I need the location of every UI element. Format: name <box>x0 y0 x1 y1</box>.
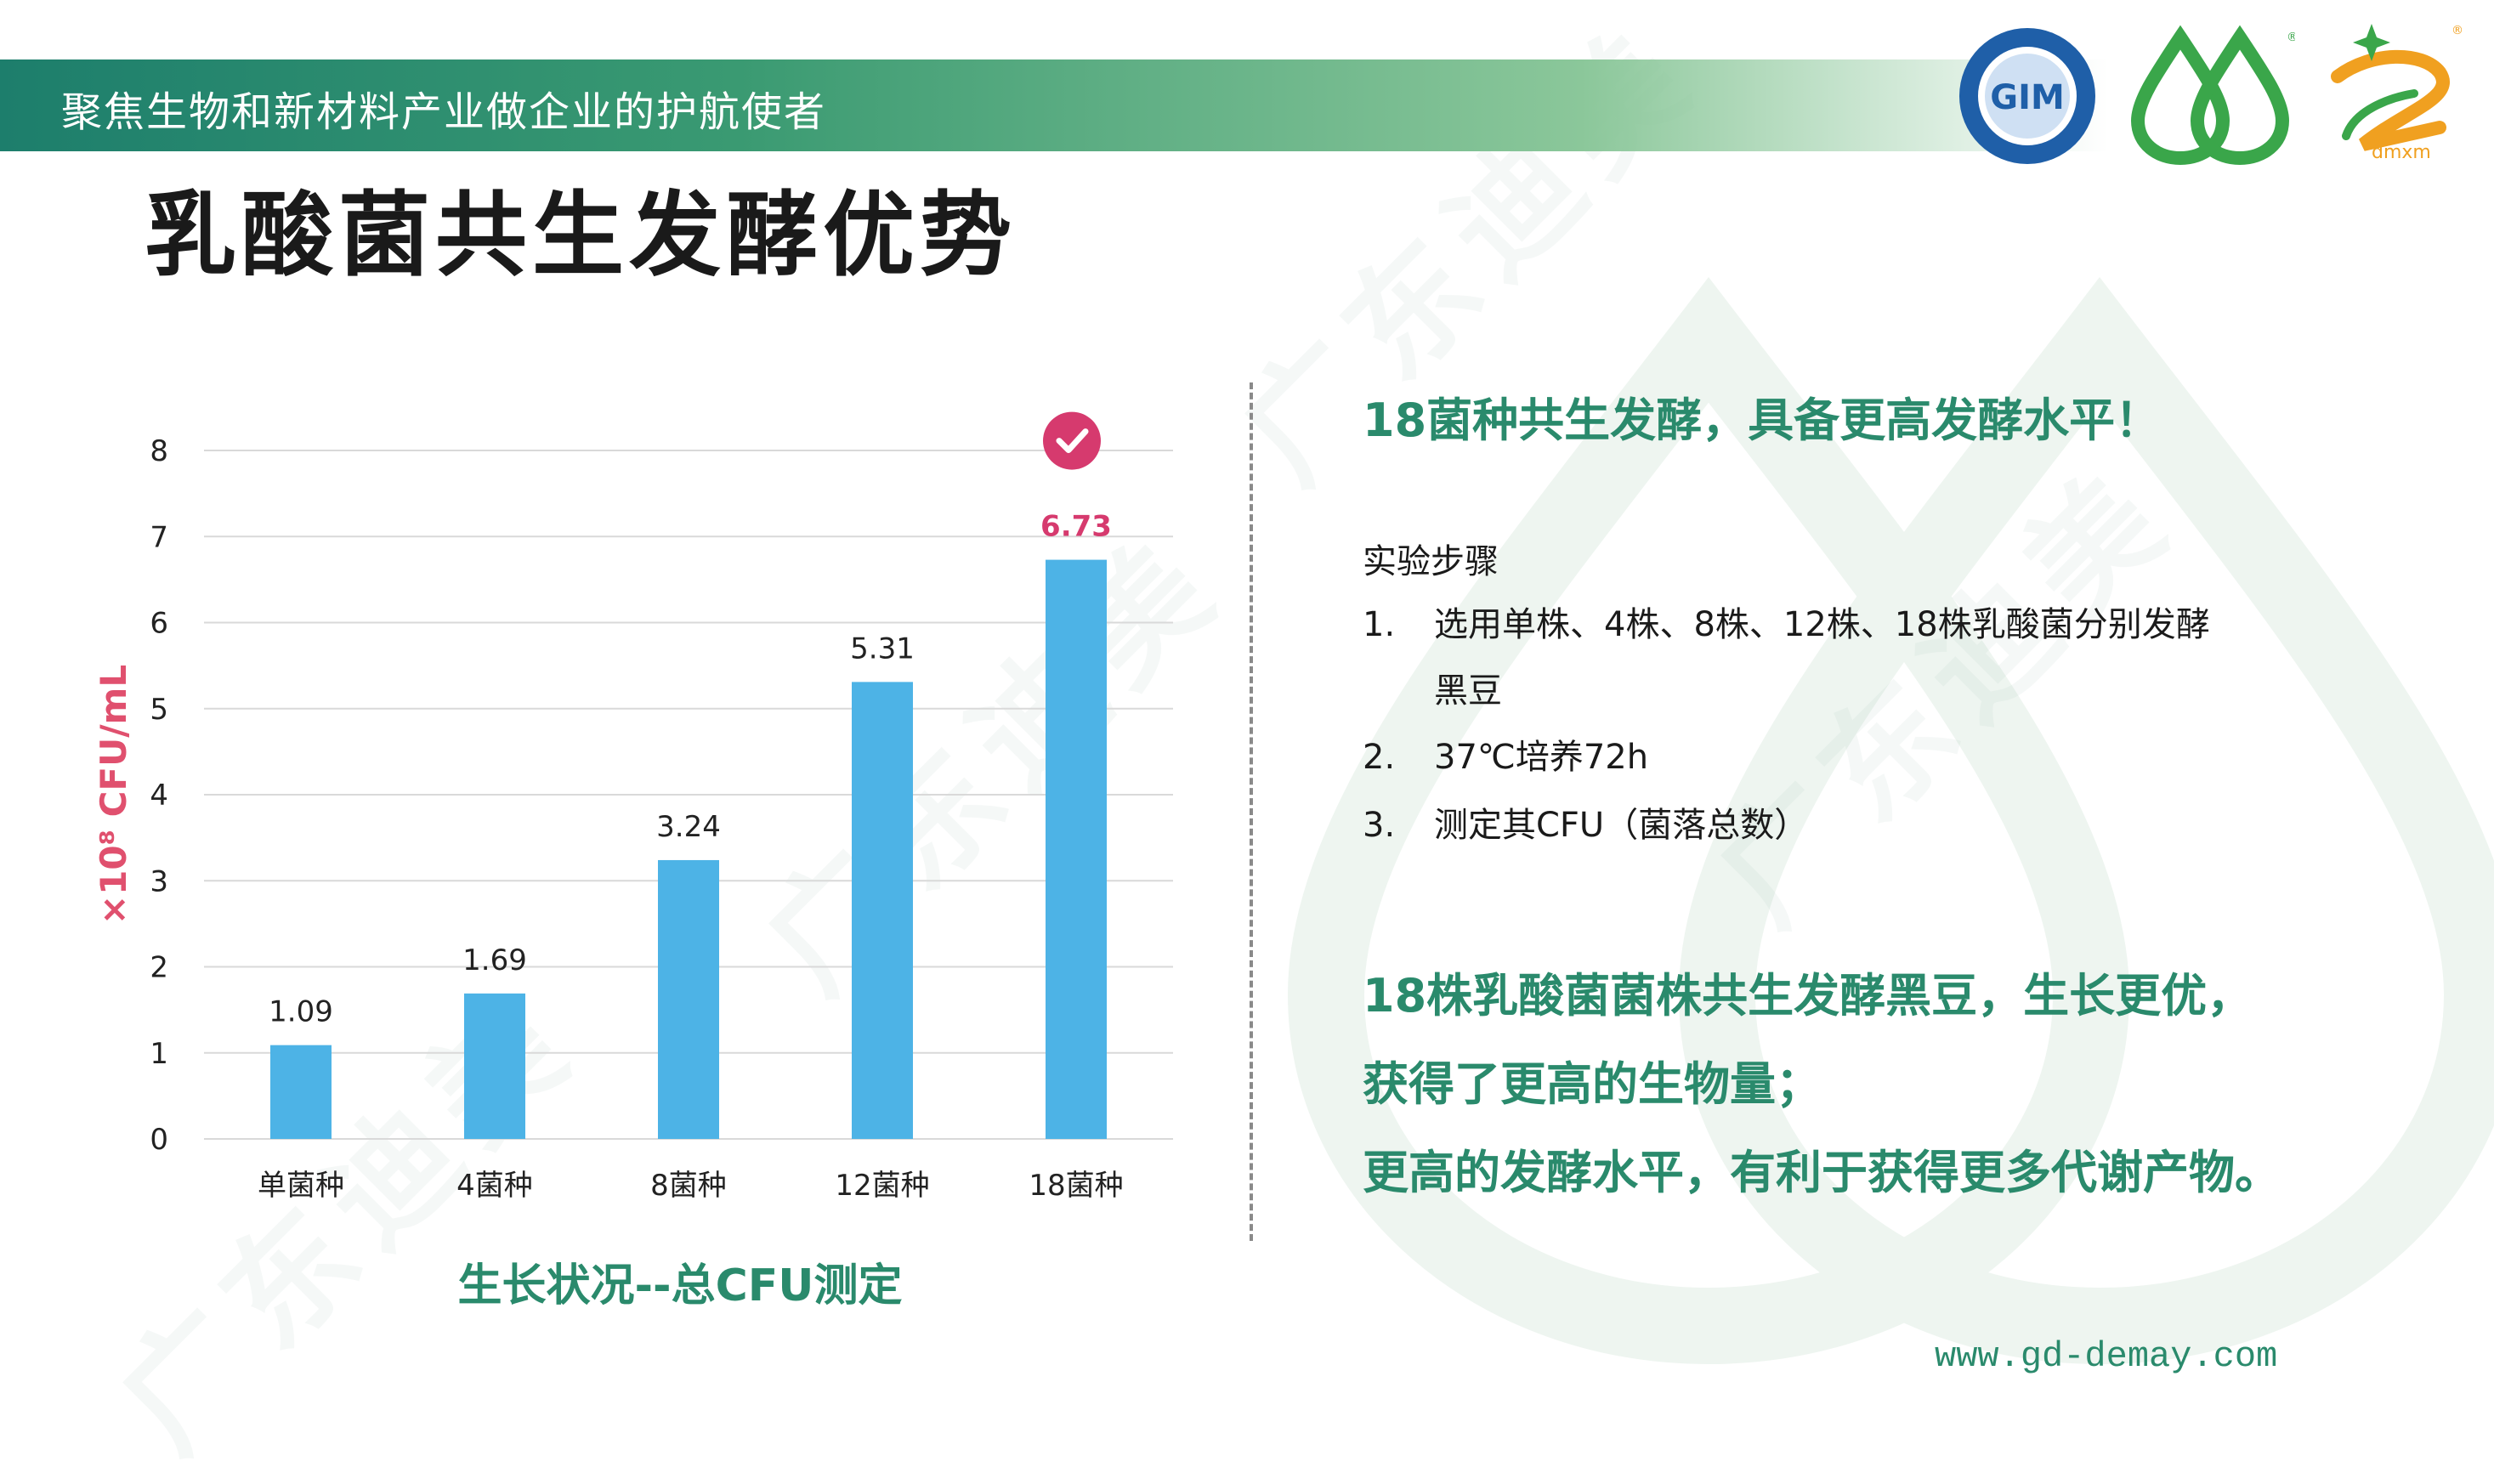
y-tick-label: 2 <box>150 951 168 985</box>
x-tick-label: 12菌种 <box>835 1169 929 1203</box>
bar <box>658 859 719 1139</box>
dmxm-logo: dmxm ® <box>2331 24 2463 161</box>
conclusion-line-3: 更高的发酵水平，有利于获得更多代谢产物。 <box>1363 1146 2281 1199</box>
svg-text:GIM: GIM <box>1990 78 2065 117</box>
x-tick-label: 8菌种 <box>650 1169 727 1203</box>
y-tick-label: 7 <box>150 520 168 554</box>
step-text: 选用单株、4株、8株、12株、18株乳酸菌分别发酵 <box>1434 605 2210 644</box>
data-label: 5.31 <box>850 632 915 666</box>
bar <box>464 993 525 1139</box>
data-label: 1.69 <box>462 943 527 977</box>
chart-caption: 生长状况--总CFU测定 <box>457 1260 903 1311</box>
panel-divider <box>1250 382 1253 1241</box>
conclusion-line-1: 18株乳酸菌菌株共生发酵黑豆，生长更优， <box>1363 969 2253 1022</box>
green-drops-logo: ® <box>2130 25 2295 165</box>
institute-seal-logo: GIM <box>1959 28 2095 164</box>
check-badge-icon <box>1043 411 1101 470</box>
bar <box>852 682 913 1139</box>
header-slogan: 聚焦生物和新材料产业做企业的护航使者 <box>61 88 827 136</box>
y-tick-label: 3 <box>150 864 168 898</box>
svg-text:®: ® <box>2287 31 2295 44</box>
data-label: 3.24 <box>656 810 721 844</box>
y-axis-label: ×10⁸ CFU/mL <box>93 665 134 925</box>
data-label: 6.73 <box>1040 510 1112 544</box>
x-tick-label: 单菌种 <box>258 1169 344 1203</box>
bar <box>1046 559 1107 1139</box>
x-tick-label: 18菌种 <box>1029 1169 1123 1203</box>
y-tick-label: 1 <box>150 1037 168 1071</box>
bar <box>270 1045 332 1139</box>
check-mark-icon <box>1056 428 1089 454</box>
page-title: 乳酸菌共生发酵优势 <box>145 183 1017 289</box>
step-text: 测定其CFU（菌落总数） <box>1434 806 1809 845</box>
svg-text:®: ® <box>2451 24 2463 37</box>
step-text: 37℃培养72h <box>1434 738 1649 777</box>
y-tick-label: 4 <box>150 779 168 813</box>
panel-heading: 18菌种共生发酵，具备更高发酵水平！ <box>1363 394 2162 447</box>
x-tick-label: 4菌种 <box>456 1169 533 1203</box>
website-link[interactable]: www.gd-demay.com <box>1935 1336 2278 1377</box>
step-number: 3. <box>1363 806 1396 845</box>
steps-title: 实验步骤 <box>1363 542 1499 581</box>
conclusion-line-2: 获得了更高的生物量； <box>1363 1057 1822 1111</box>
conclusion: 18株乳酸菌菌株共生发酵黑豆，生长更优， 获得了更高的生物量； 更高的发酵水平，… <box>1363 952 2383 1217</box>
data-label: 1.09 <box>269 995 333 1029</box>
step-number: 2. <box>1363 738 1396 777</box>
header-banner <box>0 59 2108 151</box>
y-tick-label: 8 <box>150 434 168 468</box>
y-tick-label: 6 <box>150 607 168 641</box>
svg-text:dmxm: dmxm <box>2372 142 2431 161</box>
step-text-continued: 黑豆 <box>1434 671 1502 711</box>
step-number: 1. <box>1363 605 1396 644</box>
y-tick-label: 5 <box>150 693 168 727</box>
bar-chart: 0 1 2 3 4 5 6 7 8 ×10⁸ CFU/mL 1.09 单菌种 1.69 4菌种 3.24 8菌… <box>93 411 1173 1203</box>
y-tick-label: 0 <box>150 1123 168 1157</box>
